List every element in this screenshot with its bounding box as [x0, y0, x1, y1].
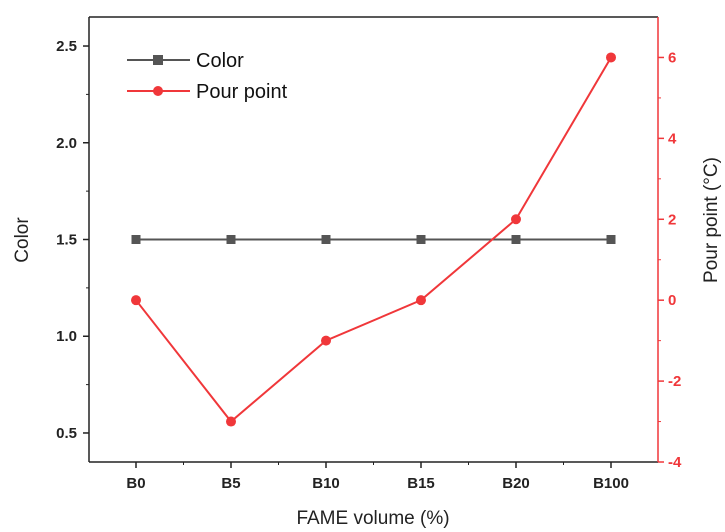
x-axis-ticks: B0 B5 B10 B15 B20 B100: [126, 462, 629, 492]
legend: Color Pour point: [127, 50, 288, 103]
right-axis-title: Pour point (°C): [701, 157, 722, 283]
right-tick-label: -2: [668, 373, 681, 390]
pour-point-data-point: [416, 295, 426, 306]
color-data-point: [226, 235, 236, 244]
right-tick-label: 6: [668, 49, 676, 66]
legend-color-label: Color: [196, 50, 244, 72]
pour-point-data-point: [226, 416, 236, 427]
right-axis-ticks: -4 -2 0 2 4 6: [658, 49, 682, 471]
right-tick-label: 0: [668, 292, 676, 309]
series-layer: [131, 52, 616, 427]
x-tick-label: B20: [502, 475, 530, 492]
left-tick-label: 2.5: [56, 38, 77, 55]
pour-point-data-point: [511, 214, 521, 225]
left-axis-title: Color: [12, 217, 33, 263]
pour-point-data-point: [606, 52, 616, 63]
left-tick-label: 2.0: [56, 135, 77, 152]
x-tick-label: B5: [221, 475, 240, 492]
x-tick-label: B10: [312, 475, 340, 492]
right-tick-label: -4: [668, 454, 682, 471]
left-axis-ticks: 0.5 1.0 1.5 2.0 2.5: [56, 38, 89, 442]
pour-point-data-point: [131, 295, 141, 306]
x-tick-label: B15: [407, 475, 435, 492]
legend-color-marker: [153, 55, 163, 65]
x-axis-title: FAME volume (%): [296, 508, 449, 529]
right-tick-label: 2: [668, 211, 676, 228]
color-data-point: [511, 235, 521, 244]
series-line: [135, 56, 612, 423]
left-tick-label: 0.5: [56, 425, 77, 442]
color-data-point: [606, 235, 616, 244]
left-tick-label: 1.0: [56, 328, 77, 345]
color-data-point: [321, 235, 331, 244]
left-tick-label: 1.5: [56, 232, 77, 249]
legend-pour-point-label: Pour point: [196, 81, 288, 103]
right-tick-label: 4: [668, 130, 677, 147]
x-tick-label: B0: [126, 475, 145, 492]
x-tick-label: B100: [593, 475, 629, 492]
color-data-point: [416, 235, 426, 244]
pour-point-data-point: [321, 335, 331, 346]
legend-pour-point-marker: [153, 86, 163, 96]
color-data-point: [131, 235, 141, 244]
